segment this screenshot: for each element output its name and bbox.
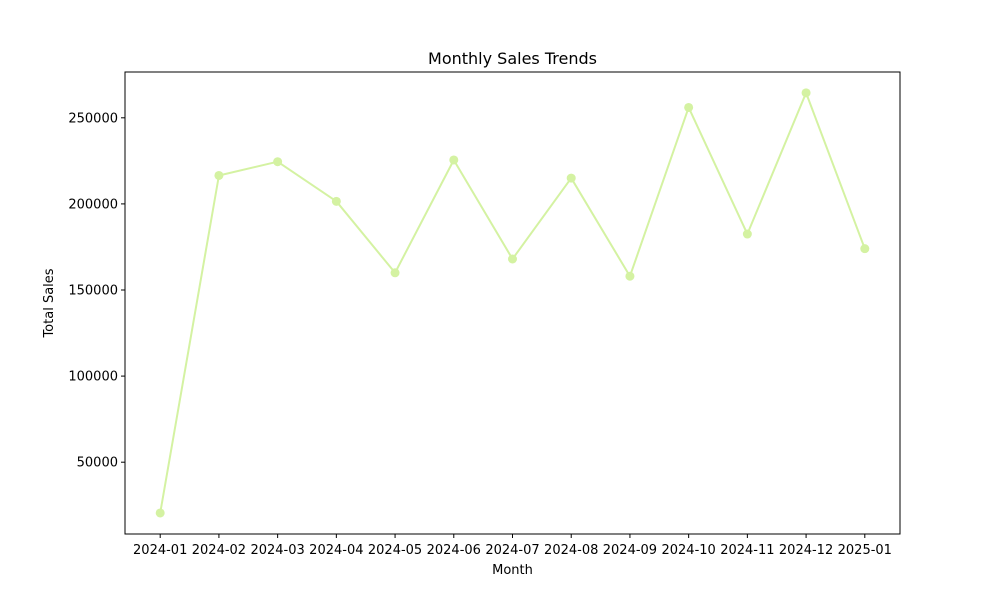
- y-axis-label: Total Sales: [42, 268, 57, 338]
- data-point: [860, 244, 870, 254]
- data-point: [801, 88, 811, 98]
- data-point: [390, 268, 400, 278]
- x-tick-label: 2024-06: [427, 543, 481, 558]
- series-marks: [155, 88, 870, 518]
- x-tick-label: 2024-10: [661, 543, 715, 558]
- x-tick-label: 2024-12: [779, 543, 833, 558]
- data-point: [273, 157, 283, 167]
- y-tick-label: 200000: [68, 197, 118, 212]
- x-tick-label: 2024-07: [485, 543, 539, 558]
- data-point: [742, 229, 752, 239]
- x-tick-label: 2025-01: [838, 543, 892, 558]
- x-tick-label: 2024-03: [250, 543, 304, 558]
- x-tick-label: 2024-09: [603, 543, 657, 558]
- x-tick-label: 2024-04: [309, 543, 363, 558]
- x-tick-label: 2024-08: [544, 543, 598, 558]
- data-point: [449, 155, 459, 165]
- y-tick-label: 150000: [68, 283, 118, 298]
- y-tick-label: 50000: [77, 456, 118, 471]
- y-tick-label: 100000: [68, 370, 118, 385]
- data-point: [331, 196, 341, 206]
- chart-title: Monthly Sales Trends: [428, 49, 597, 68]
- x-tick-label: 2024-11: [720, 543, 774, 558]
- x-axis: 2024-01 2024-02 2024-03 2024-04 2024-05 2024-…: [133, 534, 892, 558]
- y-tick-label: 250000: [68, 111, 118, 126]
- y-axis: 50000 100000 150000 200000 250000: [68, 111, 125, 471]
- data-point: [684, 102, 694, 112]
- data-point: [155, 508, 165, 518]
- x-axis-label: Month: [492, 563, 533, 578]
- data-point: [625, 271, 635, 281]
- data-point: [508, 254, 517, 264]
- x-tick-label: 2024-02: [192, 543, 246, 558]
- data-point: [566, 173, 576, 183]
- data-point: [214, 170, 224, 180]
- x-tick-label: 2024-01: [133, 543, 187, 558]
- x-tick-label: 2024-05: [368, 543, 422, 558]
- plot-area: [124, 71, 901, 535]
